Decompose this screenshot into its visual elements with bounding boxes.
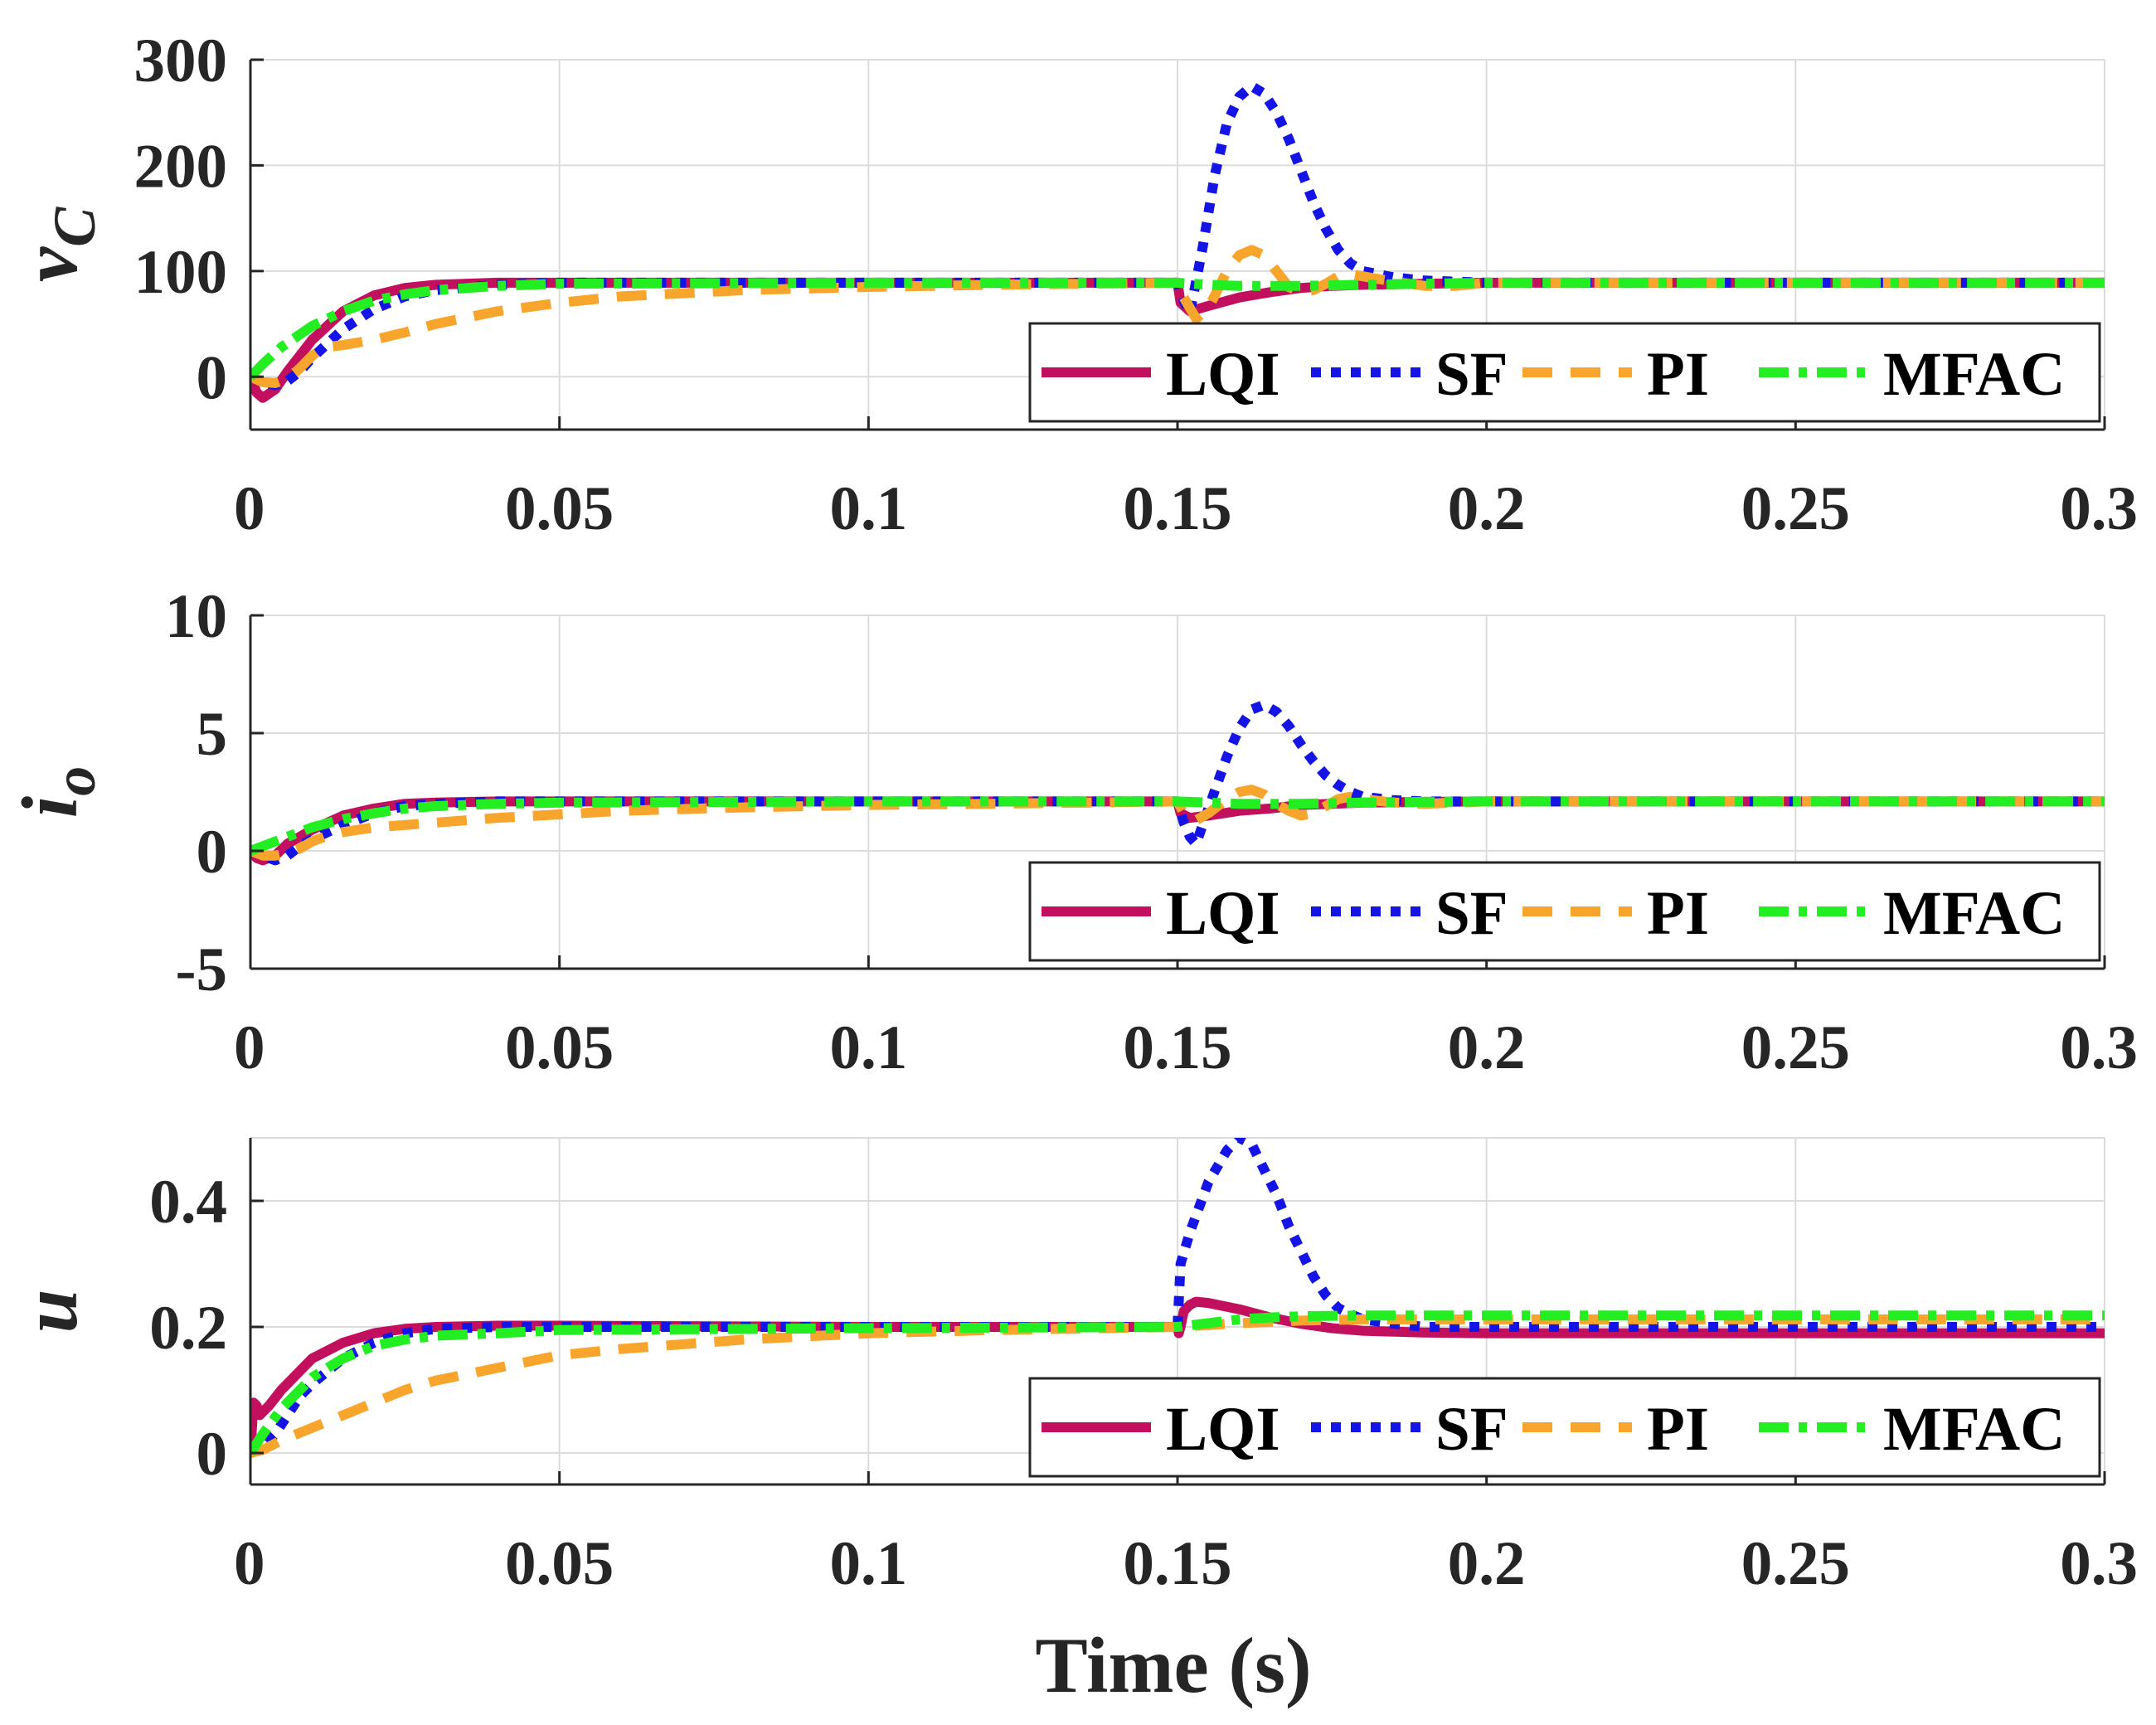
y-axis-label-subscript: C: [41, 207, 108, 247]
y-tick-label: 300: [134, 27, 228, 95]
x-tick-label: 0.15: [1123, 1529, 1231, 1598]
x-tick-label: 0.15: [1123, 1013, 1231, 1082]
y-axis-label: u: [6, 1290, 94, 1334]
x-tick-label: 0.25: [1741, 474, 1850, 543]
series-line-sf: [250, 80, 2105, 391]
legend-box: [1028, 861, 2101, 962]
y-axis-label-main: i: [6, 796, 94, 818]
x-tick-label: 0.25: [1741, 1529, 1850, 1598]
y-axis-label-main: v: [6, 246, 94, 282]
y-tick-label: 200: [134, 132, 228, 201]
series-line-mfac: [250, 1310, 2105, 1456]
x-tick-label: 0.1: [829, 1013, 907, 1082]
x-tick-label: 0.3: [2060, 1013, 2138, 1082]
series-line-pi: [250, 245, 2105, 388]
series-line-mfac: [250, 277, 2105, 381]
legend-label-sf: SF: [1435, 879, 1508, 948]
series-line-mfac: [250, 796, 2105, 856]
legend-label-mfac: MFAC: [1883, 879, 2065, 948]
y-axis-label-subscript: o: [41, 766, 108, 796]
legend: LQI SF PI MFAC: [1028, 1377, 2101, 1478]
y-tick-label: 0: [197, 1420, 228, 1489]
x-axis-label: Time (s): [1035, 1621, 1311, 1709]
legend: LQI SF PI MFAC: [1028, 322, 2101, 423]
x-tick-label: 0.2: [1448, 1013, 1526, 1082]
x-tick-label: 0.05: [505, 1013, 614, 1082]
y-tick-label: 5: [197, 700, 228, 769]
legend: LQI SF PI MFAC: [1028, 861, 2101, 962]
legend-label-mfac: MFAC: [1883, 340, 2065, 409]
series-group: [250, 80, 2105, 403]
x-tick-label: 0.2: [1448, 474, 1526, 543]
legend-label-pi: PI: [1647, 340, 1709, 409]
x-tick-label: 0: [234, 1013, 265, 1082]
y-tick-label: 100: [134, 238, 228, 307]
y-tick-label: -5: [176, 935, 227, 1004]
series-line-sf: [250, 699, 2105, 866]
legend-label-pi: PI: [1647, 1395, 1709, 1464]
legend-label-sf: SF: [1435, 1395, 1508, 1464]
legend-label-sf: SF: [1435, 340, 1508, 409]
y-tick-label: 0: [197, 343, 228, 412]
x-tick-label: 0.15: [1123, 474, 1231, 543]
legend-label-pi: PI: [1647, 879, 1709, 948]
y-tick-label: 0: [197, 818, 228, 887]
x-tick-label: 0.3: [2060, 474, 2138, 543]
x-tick-label: 0.3: [2060, 1529, 2138, 1598]
x-tick-label: 0.05: [505, 474, 614, 543]
y-tick-label: 0.4: [149, 1168, 227, 1237]
legend-box: [1028, 1377, 2101, 1478]
series-group: [250, 1138, 2105, 1458]
legend-label-mfac: MFAC: [1883, 1395, 2065, 1464]
subplot-1: 0 0.05 0.1 0.15 0.2 0.25 0.3 0 100 200 300 vC LQI SF P…: [6, 27, 2138, 543]
x-tick-label: 0: [234, 1529, 265, 1598]
legend-label-lqi: LQI: [1166, 879, 1280, 948]
x-tick-label: 0.2: [1448, 1529, 1526, 1598]
x-tick-label: 0.1: [829, 474, 907, 543]
legend-label-lqi: LQI: [1166, 1395, 1280, 1464]
y-tick-label: 0.2: [149, 1294, 227, 1363]
y-axis-label-main: u: [6, 1290, 94, 1334]
x-tick-label: 0: [234, 474, 265, 543]
y-tick-label: 10: [165, 582, 227, 651]
x-tick-label: 0.05: [505, 1529, 614, 1598]
legend-box: [1028, 322, 2101, 423]
grid: [250, 59, 2105, 430]
subplot-3: 0 0.05 0.1 0.15 0.2 0.25 0.3 0 0.2 0.4 u LQI SF PI MFA…: [6, 1137, 2138, 1598]
y-axis-label: io: [6, 766, 108, 818]
series-group: [250, 699, 2105, 866]
x-tick-label: 0.25: [1741, 1013, 1850, 1082]
y-axis-label: vC: [6, 207, 108, 282]
legend-label-lqi: LQI: [1166, 340, 1280, 409]
x-tick-label: 0.1: [829, 1529, 907, 1598]
